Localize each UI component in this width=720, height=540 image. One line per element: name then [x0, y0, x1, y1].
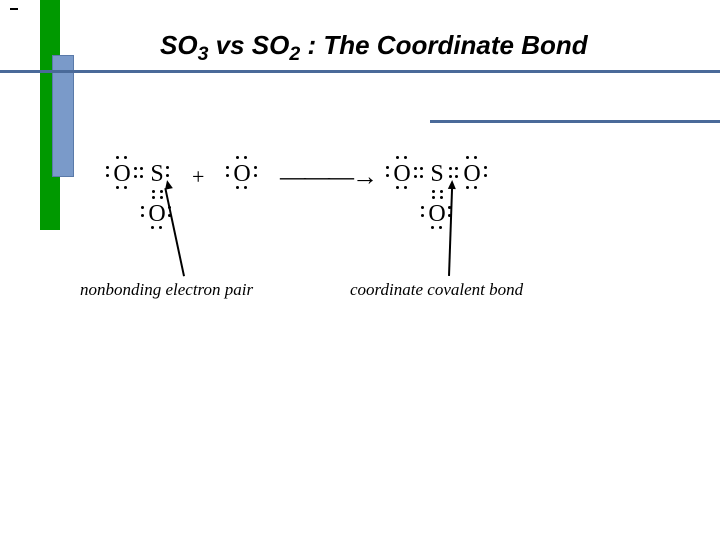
dot [134, 175, 137, 178]
dot [439, 226, 442, 229]
title-text-1: SO [160, 30, 198, 60]
reaction-arrow: ———→ [280, 162, 376, 192]
dot [440, 190, 443, 193]
dot [116, 156, 119, 159]
rule-top [0, 70, 720, 73]
title-text-2: vs SO [208, 30, 289, 60]
title-sub-1: 3 [198, 43, 209, 65]
dot [404, 186, 407, 189]
dot [166, 174, 169, 177]
atom-rhs-O1: O [390, 160, 414, 188]
dot [124, 156, 127, 159]
dot [386, 166, 389, 169]
dot [152, 196, 155, 199]
pointer-right [449, 186, 454, 276]
dot [254, 166, 257, 169]
dot [151, 226, 154, 229]
dot [414, 175, 417, 178]
plus-sign: + [192, 164, 204, 190]
dot [159, 226, 162, 229]
dot [431, 226, 434, 229]
dot [244, 186, 247, 189]
dot [404, 156, 407, 159]
dot [432, 196, 435, 199]
atom-lhs-O1: O [110, 160, 134, 188]
atom-rhs-O3: O [460, 160, 484, 188]
dot [466, 156, 469, 159]
atom-rhs-S: S [425, 160, 449, 188]
dot [140, 175, 143, 178]
atom-lhs-O2: O [145, 200, 169, 228]
dot [244, 156, 247, 159]
dot [141, 206, 144, 209]
dot [421, 214, 424, 217]
dot [160, 196, 163, 199]
pointer-right-head [448, 180, 456, 189]
dot [106, 174, 109, 177]
tiny-mark [10, 8, 18, 10]
dot [466, 186, 469, 189]
pointer-left [165, 188, 185, 276]
dot [474, 186, 477, 189]
dot [455, 167, 458, 170]
dot [440, 196, 443, 199]
blue-accent-box [52, 55, 74, 177]
dot [236, 186, 239, 189]
dot [226, 166, 229, 169]
dot [124, 186, 127, 189]
dot [449, 175, 452, 178]
dot [449, 167, 452, 170]
dot [420, 167, 423, 170]
page-title: SO3 vs SO2 : The Coordinate Bond [160, 30, 588, 66]
dot [152, 190, 155, 193]
dot [226, 174, 229, 177]
dot [455, 175, 458, 178]
caption-coordinate: coordinate covalent bond [350, 280, 523, 300]
dot [432, 190, 435, 193]
rule-mid [430, 120, 720, 123]
reaction-diagram: O S O + O [110, 150, 630, 310]
dot [160, 190, 163, 193]
dot [484, 174, 487, 177]
dot [414, 167, 417, 170]
dot [420, 175, 423, 178]
dot [141, 214, 144, 217]
title-sub-2: 2 [289, 43, 300, 65]
dot [484, 166, 487, 169]
dot [116, 186, 119, 189]
caption-nonbonding: nonbonding electron pair [80, 280, 253, 300]
dot [396, 186, 399, 189]
dot [254, 174, 257, 177]
dot [396, 156, 399, 159]
dot [166, 166, 169, 169]
dot [140, 167, 143, 170]
dot [106, 166, 109, 169]
dot [421, 206, 424, 209]
dot [474, 156, 477, 159]
dot [134, 167, 137, 170]
dot [386, 174, 389, 177]
atom-rhs-O2: O [425, 200, 449, 228]
pointer-left-head [163, 179, 173, 189]
dot [236, 156, 239, 159]
atom-lone-O: O [230, 160, 254, 188]
title-text-3: : The Coordinate Bond [300, 30, 587, 60]
